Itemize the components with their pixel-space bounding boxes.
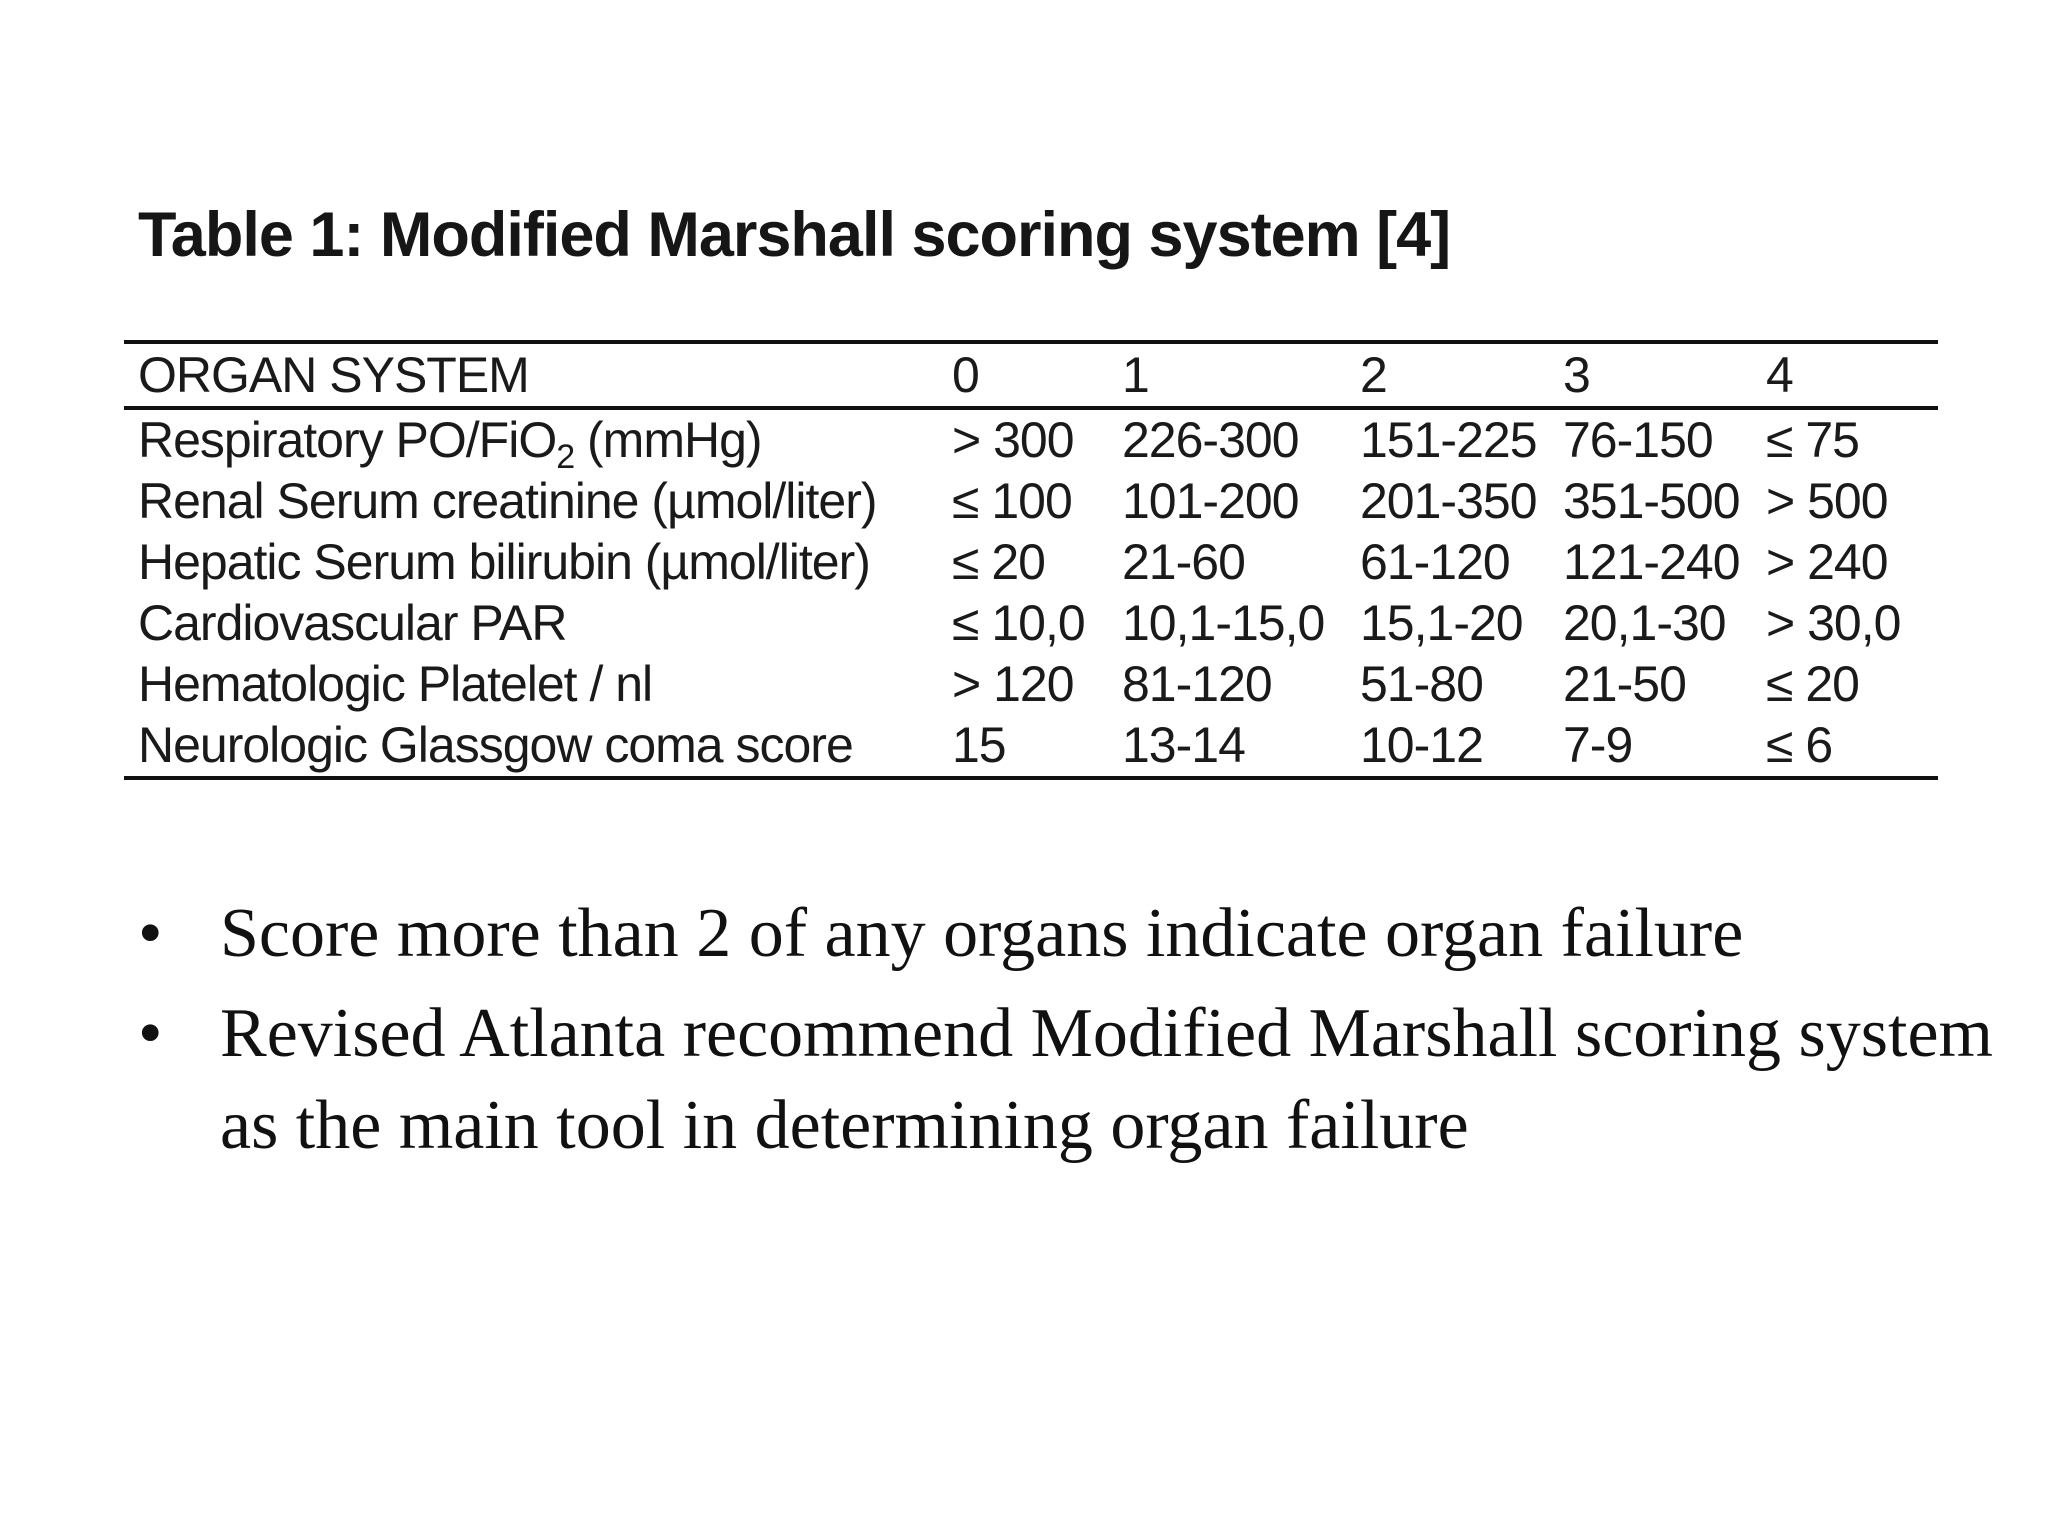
bullet-item: • Revised Atlanta recommend Modified Mar… [138,988,1998,1172]
header-score-1: 1 [1122,347,1150,403]
table-header-row: ORGAN SYSTEM 0 1 2 3 4 [124,342,1938,408]
header-score-0: 0 [952,347,980,403]
header-score-3: 3 [1563,347,1591,403]
organ-cell-cardiovascular: Cardiovascular PAR [138,595,567,651]
score-cell: 21-50 [1563,656,1687,712]
score-cell: > 30,0 [1766,595,1901,651]
table-title: Table 1: Modified Marshall scoring syste… [138,200,1451,270]
bullet-list: • Score more than 2 of any organs indica… [138,888,1998,1180]
score-cell: 51-80 [1360,656,1484,712]
table-row: Hematologic Platelet / nl > 120 81-120 5… [124,654,1938,715]
organ-cell-neurologic: Neurologic Glassgow coma score [138,717,854,773]
bullet-text: Score more than 2 of any organs indicate… [220,895,1744,972]
score-cell: > 120 [952,656,1075,712]
header-score-2: 2 [1360,347,1388,403]
score-cell: 10,1-15,0 [1122,595,1325,651]
header-score-4: 4 [1766,347,1794,403]
bullet-marker: • [138,895,163,972]
table-row: Cardiovascular PAR ≤ 10,0 10,1-15,0 15,1… [124,593,1938,654]
score-cell: 101-200 [1122,473,1300,529]
score-cell: 201-350 [1360,473,1538,529]
score-cell: 20,1-30 [1563,595,1727,651]
score-cell: 76-150 [1563,412,1714,468]
score-cell: > 240 [1766,534,1889,590]
scoring-table: ORGAN SYSTEM 0 1 2 3 4 Respiratory PO/Fi… [124,340,1938,780]
score-cell: 151-225 [1360,412,1538,468]
score-cell: ≤ 10,0 [952,595,1086,651]
organ-label: Respiratory PO/FiO [138,412,557,468]
organ-label-suffix: (mmHg) [574,412,763,468]
score-cell: 226-300 [1122,412,1300,468]
score-cell: ≤ 6 [1766,717,1833,773]
score-cell: > 300 [952,412,1075,468]
score-cell: 15,1-20 [1360,595,1524,651]
bullet-marker: • [138,995,163,1072]
score-cell: 7-9 [1563,717,1633,773]
header-organ-system: ORGAN SYSTEM [138,347,530,403]
score-cell: ≤ 20 [952,534,1046,590]
score-cell: ≤ 75 [1766,412,1860,468]
score-cell: 10-12 [1360,717,1484,773]
score-cell: 21-60 [1122,534,1246,590]
table-row: Respiratory PO/FiO2 (mmHg) > 300 226-300… [124,408,1938,474]
organ-cell-renal: Renal Serum creatinine (µmol/liter) [138,473,878,529]
score-cell: ≤ 20 [1766,656,1860,712]
table-row: Neurologic Glassgow coma score 15 13-14 … [124,715,1938,778]
table-row: Hepatic Serum bilirubin (µmol/liter) ≤ 2… [124,532,1938,593]
bullet-item: • Score more than 2 of any organs indica… [138,888,1998,980]
scoring-table-container: ORGAN SYSTEM 0 1 2 3 4 Respiratory PO/Fi… [124,340,1938,780]
score-cell: 351-500 [1563,473,1741,529]
table-row: Renal Serum creatinine (µmol/liter) ≤ 10… [124,471,1938,532]
bullet-text: Revised Atlanta recommend Modified Marsh… [220,995,1993,1164]
organ-cell-respiratory: Respiratory PO/FiO2 (mmHg) [124,408,938,474]
organ-cell-hepatic: Hepatic Serum bilirubin (µmol/liter) [138,534,871,590]
score-cell: 121-240 [1563,534,1741,590]
score-cell: ≤ 100 [952,473,1073,529]
score-cell: > 500 [1766,473,1889,529]
score-cell: 15 [952,717,1007,773]
score-cell: 81-120 [1122,656,1273,712]
score-cell: 61-120 [1360,534,1511,590]
score-cell: 13-14 [1122,717,1246,773]
organ-label-subscript: 2 [556,438,575,476]
organ-cell-hematologic: Hematologic Platelet / nl [138,656,653,712]
